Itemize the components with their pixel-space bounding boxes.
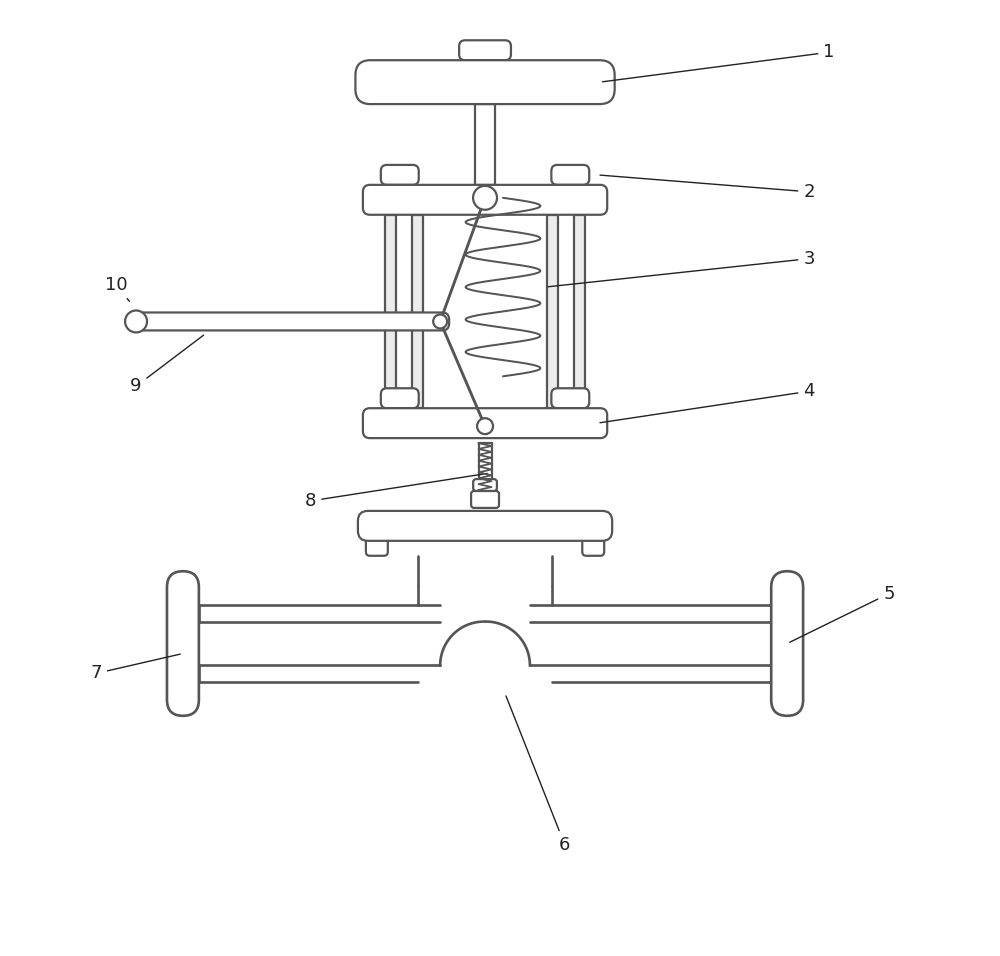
Circle shape: [125, 311, 147, 333]
Text: 2: 2: [600, 175, 815, 201]
Bar: [479, 443, 492, 490]
FancyBboxPatch shape: [363, 185, 607, 215]
FancyBboxPatch shape: [355, 60, 615, 104]
Text: 3: 3: [548, 250, 815, 287]
Bar: [412, 215, 423, 408]
Circle shape: [473, 185, 497, 209]
Bar: [385, 215, 396, 408]
Circle shape: [477, 418, 493, 434]
Bar: [574, 215, 585, 408]
Text: 1: 1: [602, 43, 835, 82]
Text: 9: 9: [130, 336, 204, 395]
Text: 8: 8: [305, 473, 487, 510]
FancyBboxPatch shape: [366, 537, 388, 555]
Text: 7: 7: [90, 654, 180, 683]
FancyBboxPatch shape: [167, 572, 199, 716]
FancyBboxPatch shape: [582, 537, 604, 555]
FancyBboxPatch shape: [459, 40, 511, 60]
Text: 4: 4: [600, 382, 815, 423]
Bar: [475, 104, 495, 185]
Bar: [547, 215, 558, 408]
Text: 5: 5: [790, 585, 895, 642]
FancyBboxPatch shape: [551, 165, 589, 185]
Text: 10: 10: [105, 275, 129, 301]
FancyBboxPatch shape: [136, 313, 449, 331]
FancyBboxPatch shape: [473, 479, 497, 491]
FancyBboxPatch shape: [551, 388, 589, 408]
Text: 6: 6: [506, 696, 570, 854]
FancyBboxPatch shape: [771, 572, 803, 716]
FancyBboxPatch shape: [358, 511, 612, 541]
FancyBboxPatch shape: [381, 388, 419, 408]
Circle shape: [433, 315, 447, 329]
FancyBboxPatch shape: [381, 165, 419, 185]
FancyBboxPatch shape: [471, 491, 499, 508]
FancyBboxPatch shape: [363, 408, 607, 438]
